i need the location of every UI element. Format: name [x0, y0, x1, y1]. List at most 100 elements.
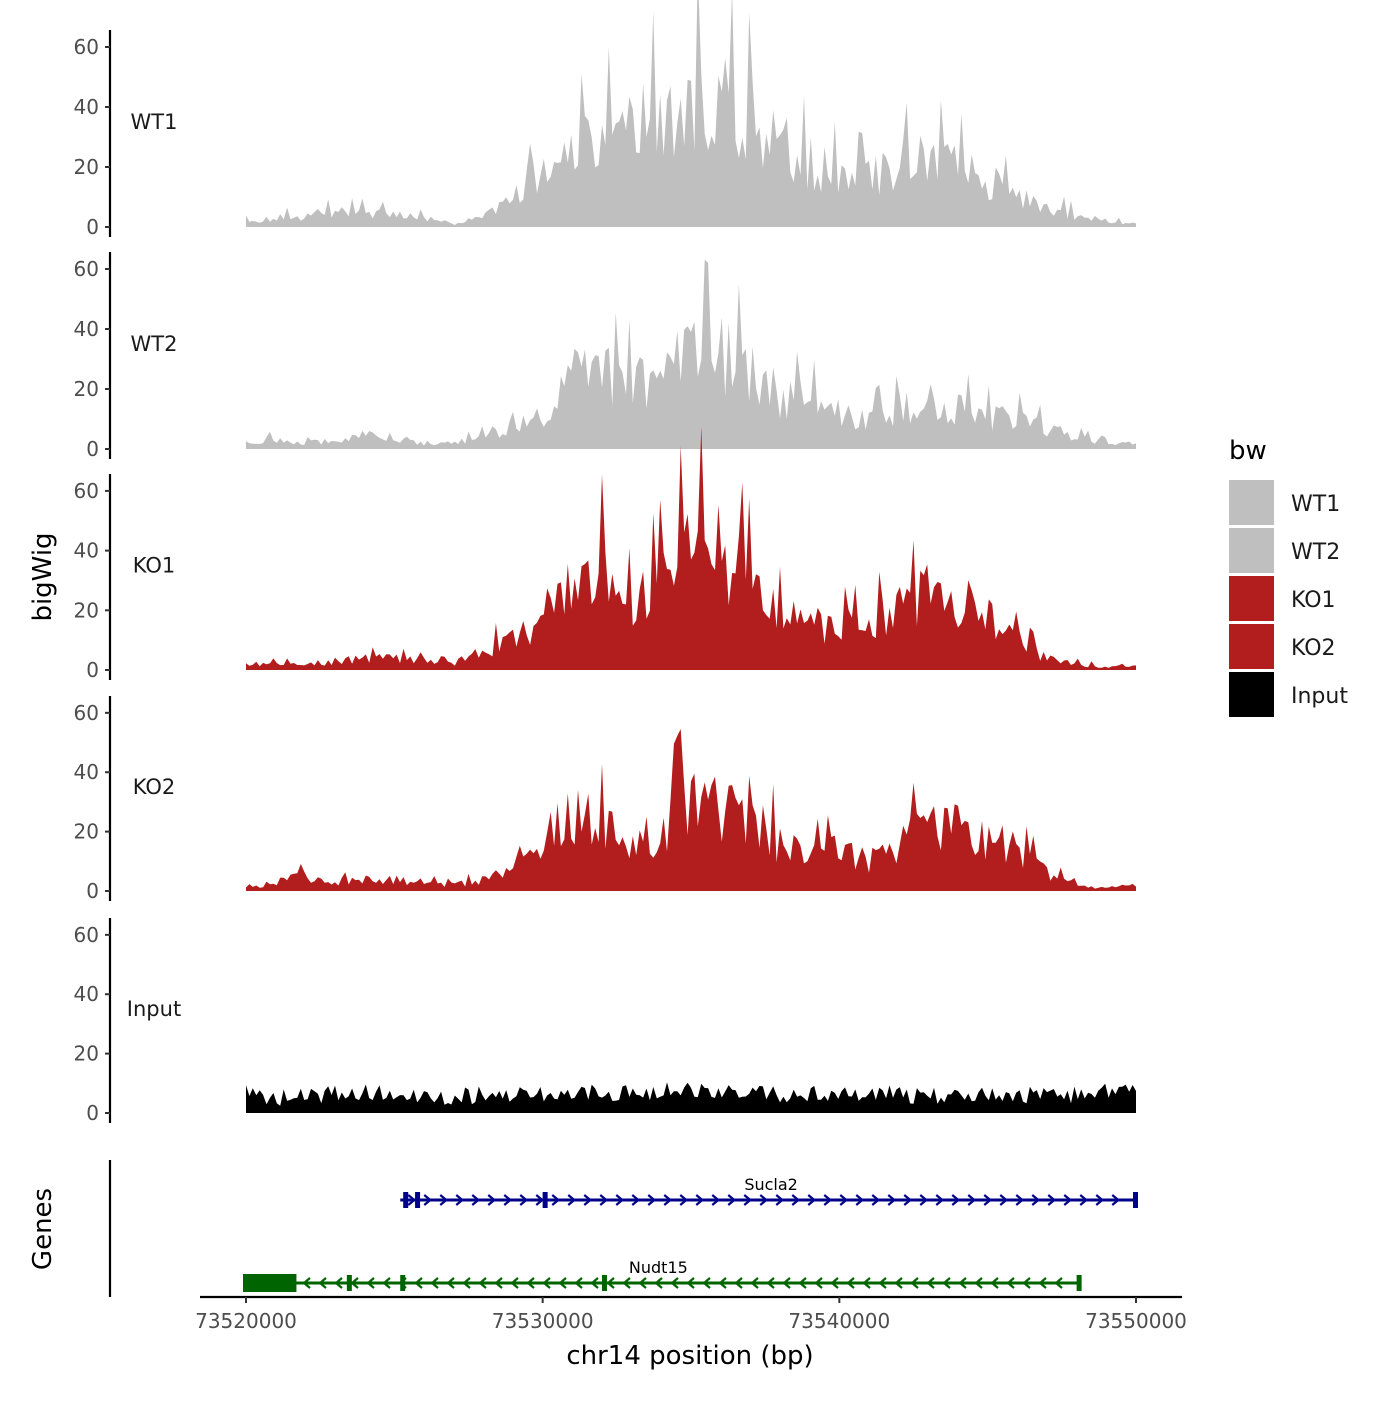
- signal-area-wt2: [246, 259, 1136, 449]
- strand-chevron: [471, 1194, 480, 1206]
- strand-chevron: [382, 1277, 391, 1289]
- signal-area-ko2: [246, 729, 1136, 891]
- legend-label: Input: [1291, 684, 1348, 709]
- strand-chevron: [503, 1194, 512, 1206]
- strand-chevron: [519, 1194, 528, 1206]
- legend-entry-ko2: KO2: [1229, 624, 1336, 669]
- strand-chevron: [654, 1277, 663, 1289]
- x-tick-label: 73550000: [1085, 1309, 1187, 1333]
- strand-chevron: [583, 1194, 592, 1206]
- strand-chevron: [935, 1194, 944, 1206]
- legend-entry-input: Input: [1229, 672, 1348, 717]
- strand-chevron: [743, 1194, 752, 1206]
- strand-chevron: [887, 1194, 896, 1206]
- strand-chevron: [1015, 1194, 1024, 1206]
- y-tick-label: 60: [74, 35, 99, 59]
- strand-chevron: [951, 1194, 960, 1206]
- exon-mark: [542, 1192, 548, 1208]
- track-input: 0 20 40 60 Input: [74, 918, 1136, 1125]
- strand-chevron: [830, 1277, 839, 1289]
- strand-chevron: [718, 1277, 727, 1289]
- strand-chevron: [871, 1194, 880, 1206]
- y-tick-label: 60: [74, 257, 99, 281]
- gene-label: Nudt15: [629, 1258, 688, 1277]
- legend: WT1 WT2 KO1 KO2 Input: [1229, 480, 1348, 717]
- legend-swatch: [1229, 528, 1274, 573]
- strand-chevron: [919, 1194, 928, 1206]
- exon-mark: [346, 1275, 352, 1291]
- strand-chevron: [727, 1194, 736, 1206]
- strand-chevron: [823, 1194, 832, 1206]
- strand-chevron: [510, 1277, 519, 1289]
- strand-chevron: [567, 1194, 576, 1206]
- strand-chevron: [558, 1277, 567, 1289]
- legend-label: KO1: [1291, 588, 1336, 613]
- strand-chevron: [1006, 1277, 1015, 1289]
- strand-chevron: [318, 1277, 327, 1289]
- strand-chevron: [407, 1194, 416, 1206]
- strand-chevron: [839, 1194, 848, 1206]
- track-ko1: 0 20 40 60 KO1: [74, 426, 1136, 682]
- track-wt1: 0 20 40 60 WT1: [74, 0, 1136, 239]
- legend-entry-wt1: WT1: [1229, 480, 1340, 525]
- legend-swatch: [1229, 480, 1274, 525]
- strand-chevron: [638, 1277, 647, 1289]
- x-tick-label: 73520000: [195, 1309, 297, 1333]
- y-tick-label: 20: [74, 155, 99, 179]
- strand-chevron: [782, 1277, 791, 1289]
- y-tick-label: 40: [74, 760, 99, 784]
- strand-chevron: [990, 1277, 999, 1289]
- y-tick-label: 40: [74, 317, 99, 341]
- strand-chevron: [455, 1194, 464, 1206]
- track-label: KO2: [133, 775, 176, 799]
- strand-chevron: [535, 1194, 544, 1206]
- exon-mark: [403, 1192, 409, 1208]
- track-ko2: 0 20 40 60 KO2: [74, 696, 1136, 903]
- strand-chevron: [679, 1194, 688, 1206]
- strand-chevron: [1047, 1194, 1056, 1206]
- strand-chevron: [430, 1277, 439, 1289]
- strand-chevron: [631, 1194, 640, 1206]
- strand-chevron: [1038, 1277, 1047, 1289]
- y-tick-label: 40: [74, 95, 99, 119]
- strand-chevron: [574, 1277, 583, 1289]
- strand-chevron: [414, 1277, 423, 1289]
- y-tick-label: 0: [86, 215, 99, 239]
- gene-label: Sucla2: [744, 1175, 798, 1194]
- signal-area-input: [246, 1082, 1136, 1113]
- strand-chevron: [423, 1194, 432, 1206]
- gene-sucla2: Sucla2: [400, 1175, 1138, 1208]
- strand-chevron: [766, 1277, 775, 1289]
- strand-chevron: [542, 1277, 551, 1289]
- signal-area-wt1: [246, 0, 1136, 227]
- y-tick-label: 60: [74, 701, 99, 725]
- strand-chevron: [494, 1277, 503, 1289]
- gene-nudt15: Nudt15: [243, 1258, 1082, 1292]
- y-tick-label: 60: [74, 923, 99, 947]
- strand-chevron: [695, 1194, 704, 1206]
- strand-chevron: [334, 1277, 343, 1289]
- legend-label: WT2: [1291, 540, 1340, 565]
- x-axis: 73520000 73530000 73540000 73550000: [195, 1295, 1187, 1333]
- y-tick-label: 0: [86, 658, 99, 682]
- strand-chevron: [983, 1194, 992, 1206]
- strand-chevron: [1031, 1194, 1040, 1206]
- strand-chevron: [926, 1277, 935, 1289]
- strand-chevron: [647, 1194, 656, 1206]
- exon-mark: [1076, 1275, 1082, 1291]
- strand-chevron: [590, 1277, 599, 1289]
- legend-swatch: [1229, 672, 1274, 717]
- x-tick-label: 73530000: [492, 1309, 594, 1333]
- strand-chevron: [302, 1277, 311, 1289]
- exon-mark: [415, 1192, 421, 1208]
- legend-entry-wt2: WT2: [1229, 528, 1340, 573]
- strand-chevron: [894, 1277, 903, 1289]
- strand-chevron: [958, 1277, 967, 1289]
- strand-chevron: [462, 1277, 471, 1289]
- x-tick-label: 73540000: [788, 1309, 890, 1333]
- strand-chevron: [734, 1277, 743, 1289]
- strand-chevron: [974, 1277, 983, 1289]
- strand-chevron: [350, 1277, 359, 1289]
- strand-chevron: [759, 1194, 768, 1206]
